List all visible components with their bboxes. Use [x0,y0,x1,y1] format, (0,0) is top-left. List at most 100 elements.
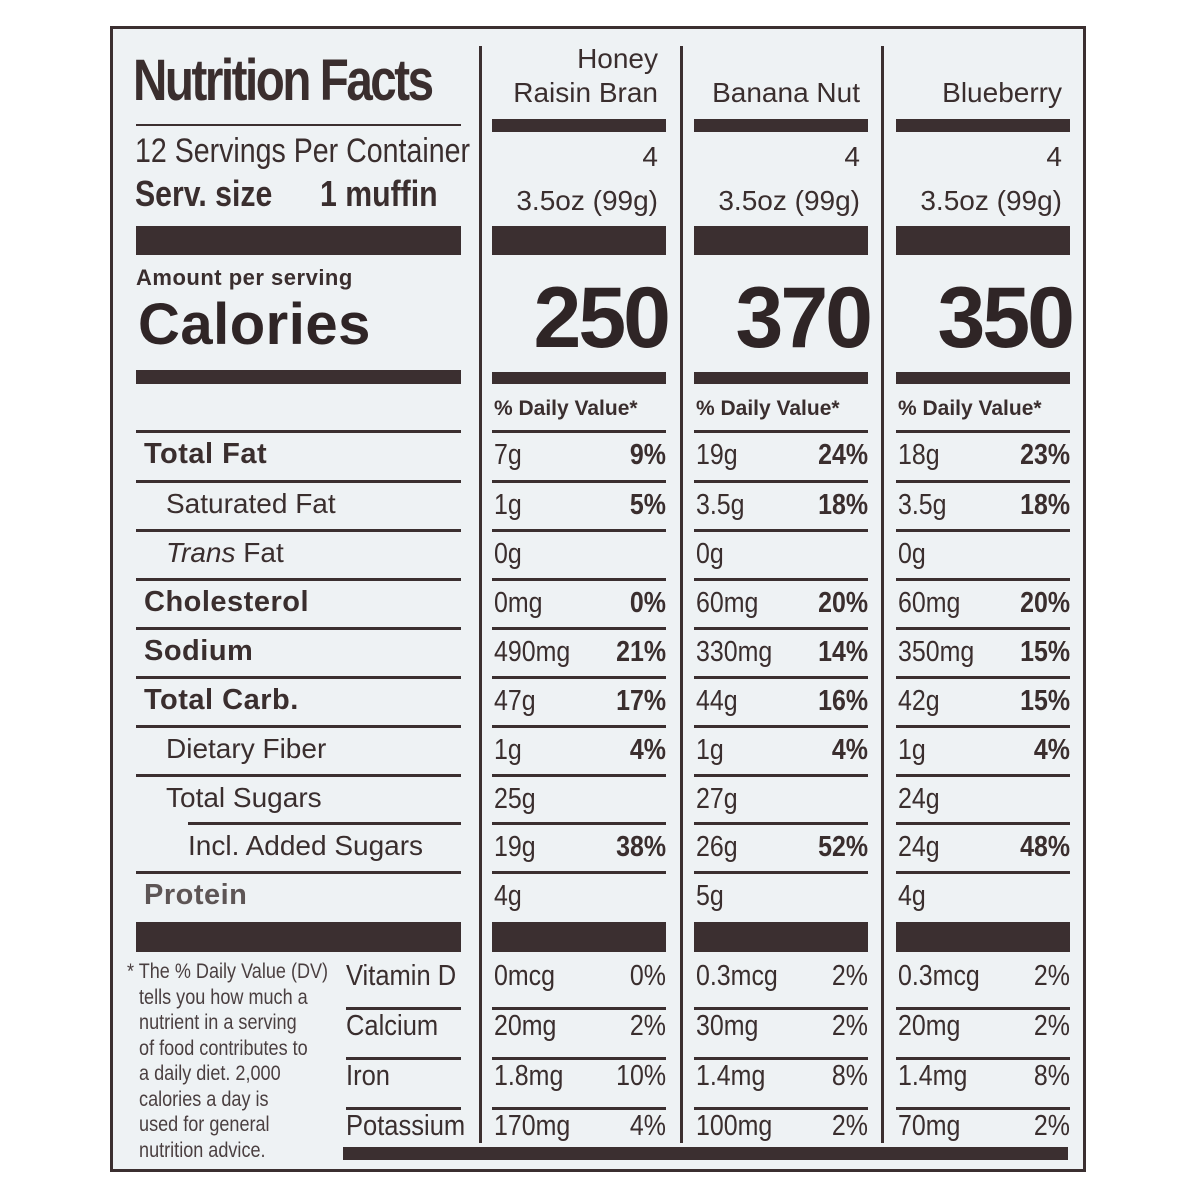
row-divider [346,1057,461,1060]
nutrient-amount: 18g [898,439,940,471]
thick-bar [136,226,461,255]
servings-count: 4 [844,141,860,172]
nutrient-amount: 1g [696,734,724,766]
footnote-line: of food contributes to [139,1036,308,1060]
nutrient-amount: 44g [696,685,738,717]
vitamin-amount: 0.3mcg [696,960,778,992]
nutrient-amount: 60mg [696,587,759,619]
product-name: Raisin Bran [513,77,658,108]
row-divider [492,676,666,679]
row-divider [136,676,461,679]
row-divider [136,529,461,532]
thick-bar [492,922,666,952]
nutrient-amount: 3.5g [898,489,947,521]
row-divider [694,430,868,433]
nutrient-label: Protein [144,879,248,911]
nutrition-facts-panel: Nutrition Facts 12 Servings Per Containe… [110,26,1086,1172]
row-divider [492,1057,666,1060]
nutrient-label: Cholesterol [144,586,310,618]
row-divider [896,774,1070,777]
nutrient-amount: 330mg [696,636,773,668]
row-divider [896,1057,1070,1060]
footnote-line: a daily diet. 2,000 [139,1062,281,1085]
nutrient-amount: 4g [494,880,522,912]
vitamin-percent: 0% [629,960,666,992]
footnote-line: nutrient in a serving [139,1011,297,1034]
nutrient-amount: 25g [494,783,536,815]
serving-size-label: Serv. size [135,173,273,214]
row-divider [694,774,868,777]
serving-size-value: 1 muffin [320,173,438,214]
row-divider [136,430,461,433]
row-divider [492,725,666,728]
vitamin-label: Vitamin D [346,960,457,992]
footnote-line: tells you how much a [139,985,308,1009]
nutrient-label: Trans Fat [166,537,284,569]
row-divider [492,430,666,433]
row-divider [694,822,868,825]
nutrient-label: Total Fat [144,438,268,470]
product-name: Blueberry [942,77,1062,108]
vitamin-percent: 4% [629,1110,666,1142]
vitamin-amount: 1.4mg [898,1060,968,1092]
row-divider [492,627,666,630]
daily-value-percent: 38% [616,831,666,863]
vitamin-label: Iron [346,1060,390,1092]
servings-per-container: 12 Servings Per Container [135,132,470,170]
daily-value-percent: 18% [1020,489,1070,521]
vitamin-amount: 170mg [494,1110,571,1142]
daily-value-percent: 20% [1020,587,1070,619]
daily-value-percent: 20% [818,587,868,619]
nutrient-amount: 27g [696,783,738,815]
thick-bar [694,922,868,952]
row-divider [694,529,868,532]
daily-value-percent: 5% [629,489,666,521]
daily-value-percent: 14% [818,636,868,668]
row-divider [492,1007,666,1010]
footnote-line: used for general [139,1113,270,1136]
row-divider [896,578,1070,581]
daily-value-percent: 17% [616,685,666,717]
row-divider [896,430,1070,433]
vitamin-percent: 8% [831,1060,868,1092]
column-divider [680,46,683,1143]
nutrient-amount: 19g [494,831,536,863]
row-divider [896,627,1070,630]
row-divider [492,480,666,483]
nutrient-amount: 0g [898,538,926,570]
row-divider [694,871,868,874]
vitamin-percent: 2% [831,1010,868,1042]
daily-value-percent: 18% [818,489,868,521]
nutrient-amount: 5g [696,880,724,912]
thick-bar [492,226,666,255]
calories-value: 250 [533,270,672,366]
medium-bar [896,372,1070,384]
vitamin-amount: 1.8mg [494,1060,564,1092]
vitamin-amount: 70mg [898,1110,961,1142]
row-divider [346,1107,461,1110]
row-divider [694,1007,868,1010]
daily-value-percent: 21% [616,636,666,668]
daily-value-percent: 15% [1020,636,1070,668]
nutrient-amount: 0g [696,538,724,570]
nutrient-label: Dietary Fiber [166,733,327,764]
row-divider [136,480,461,483]
daily-value-percent: 15% [1020,685,1070,717]
daily-value-percent: 23% [1020,439,1070,471]
row-divider [188,822,461,825]
vitamin-percent: 2% [1033,1010,1070,1042]
nutrient-amount: 1g [494,734,522,766]
row-divider [136,725,461,728]
medium-bar [492,372,666,384]
product-name: Banana Nut [712,77,860,108]
row-divider [896,725,1070,728]
daily-value-percent: 4% [629,734,666,766]
vitamin-amount: 1.4mg [696,1060,766,1092]
row-divider [694,578,868,581]
nutrient-label: Total Sugars [166,782,322,813]
daily-value-percent: 9% [629,439,666,471]
nutrient-amount: 4g [898,880,926,912]
product-name-line1: Honey [577,43,658,74]
footnote-line: nutrition advice. [139,1138,266,1162]
row-divider [694,627,868,630]
